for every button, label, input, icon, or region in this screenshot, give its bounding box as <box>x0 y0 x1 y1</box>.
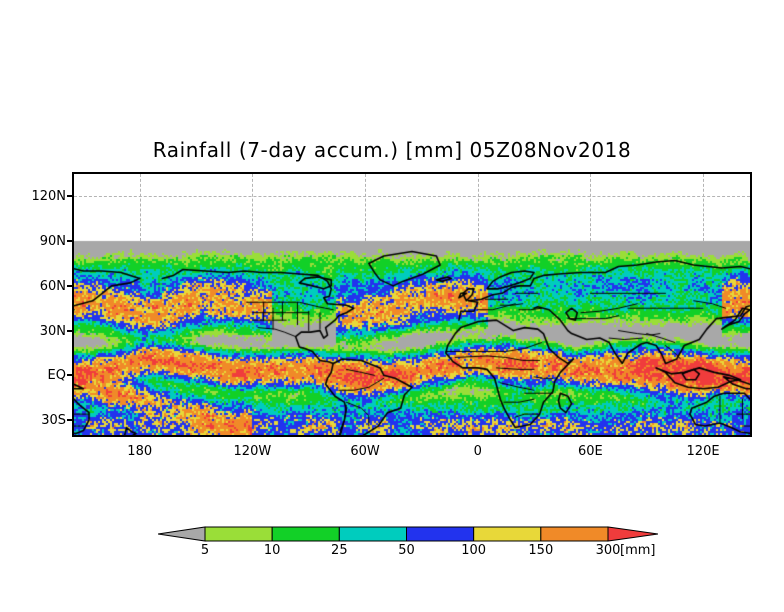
x-axis-tick-label: 120E <box>686 444 720 459</box>
colorbar-tick-label: 100 <box>461 543 487 558</box>
y-axis-tick-mark <box>67 419 74 422</box>
colorbar-segment <box>271 526 340 542</box>
colorbar-segment <box>338 526 407 542</box>
y-axis-tick-label: 30S <box>41 413 66 429</box>
y-axis-tick-mark <box>67 284 74 287</box>
colorbar-tick-label: 300 <box>595 543 621 558</box>
colorbar-tick-label: 25 <box>331 543 348 558</box>
colorbar-tick-label: 50 <box>398 543 415 558</box>
x-axis-tick-label: 60W <box>350 444 380 459</box>
colorbar-swatches <box>158 526 658 542</box>
colorbar-segment <box>204 526 273 542</box>
colorbar: 5 10 25 50 100 150 300 [mm] <box>158 524 658 570</box>
map-plot-frame <box>72 172 752 437</box>
colorbar-segment <box>406 526 475 542</box>
colorbar-segment <box>607 526 658 542</box>
y-axis-tick-mark <box>67 240 74 243</box>
x-axis-tick-label: 180 <box>127 444 153 459</box>
y-axis-tick-label: 60N <box>39 278 66 294</box>
colorbar-tick-label: 150 <box>528 543 554 558</box>
y-axis-tick-mark <box>67 195 74 198</box>
y-axis-tick-mark <box>67 329 74 332</box>
y-axis-tick-label: 90N <box>39 234 66 250</box>
colorbar-segment <box>540 526 609 542</box>
colorbar-segment <box>473 526 542 542</box>
y-axis-tick-label: 30N <box>39 323 66 339</box>
y-axis-tick-mark <box>67 374 74 377</box>
y-axis-tick-label: EQ <box>47 368 66 384</box>
colorbar-tick-label: 10 <box>263 543 281 558</box>
colorbar-units-label: [mm] <box>620 543 656 558</box>
colorbar-segment <box>158 526 206 542</box>
y-axis-tick-label: 120N <box>31 189 66 205</box>
x-axis-tick-label: 120W <box>233 444 272 459</box>
page-title: Rainfall (7-day accum.) [mm] 05Z08Nov201… <box>152 138 632 162</box>
colorbar-tick-label: 5 <box>200 543 210 558</box>
x-axis-tick-label: 0 <box>473 444 482 459</box>
rainfall-map-canvas <box>74 174 750 435</box>
x-axis-tick-label: 60E <box>577 444 603 459</box>
